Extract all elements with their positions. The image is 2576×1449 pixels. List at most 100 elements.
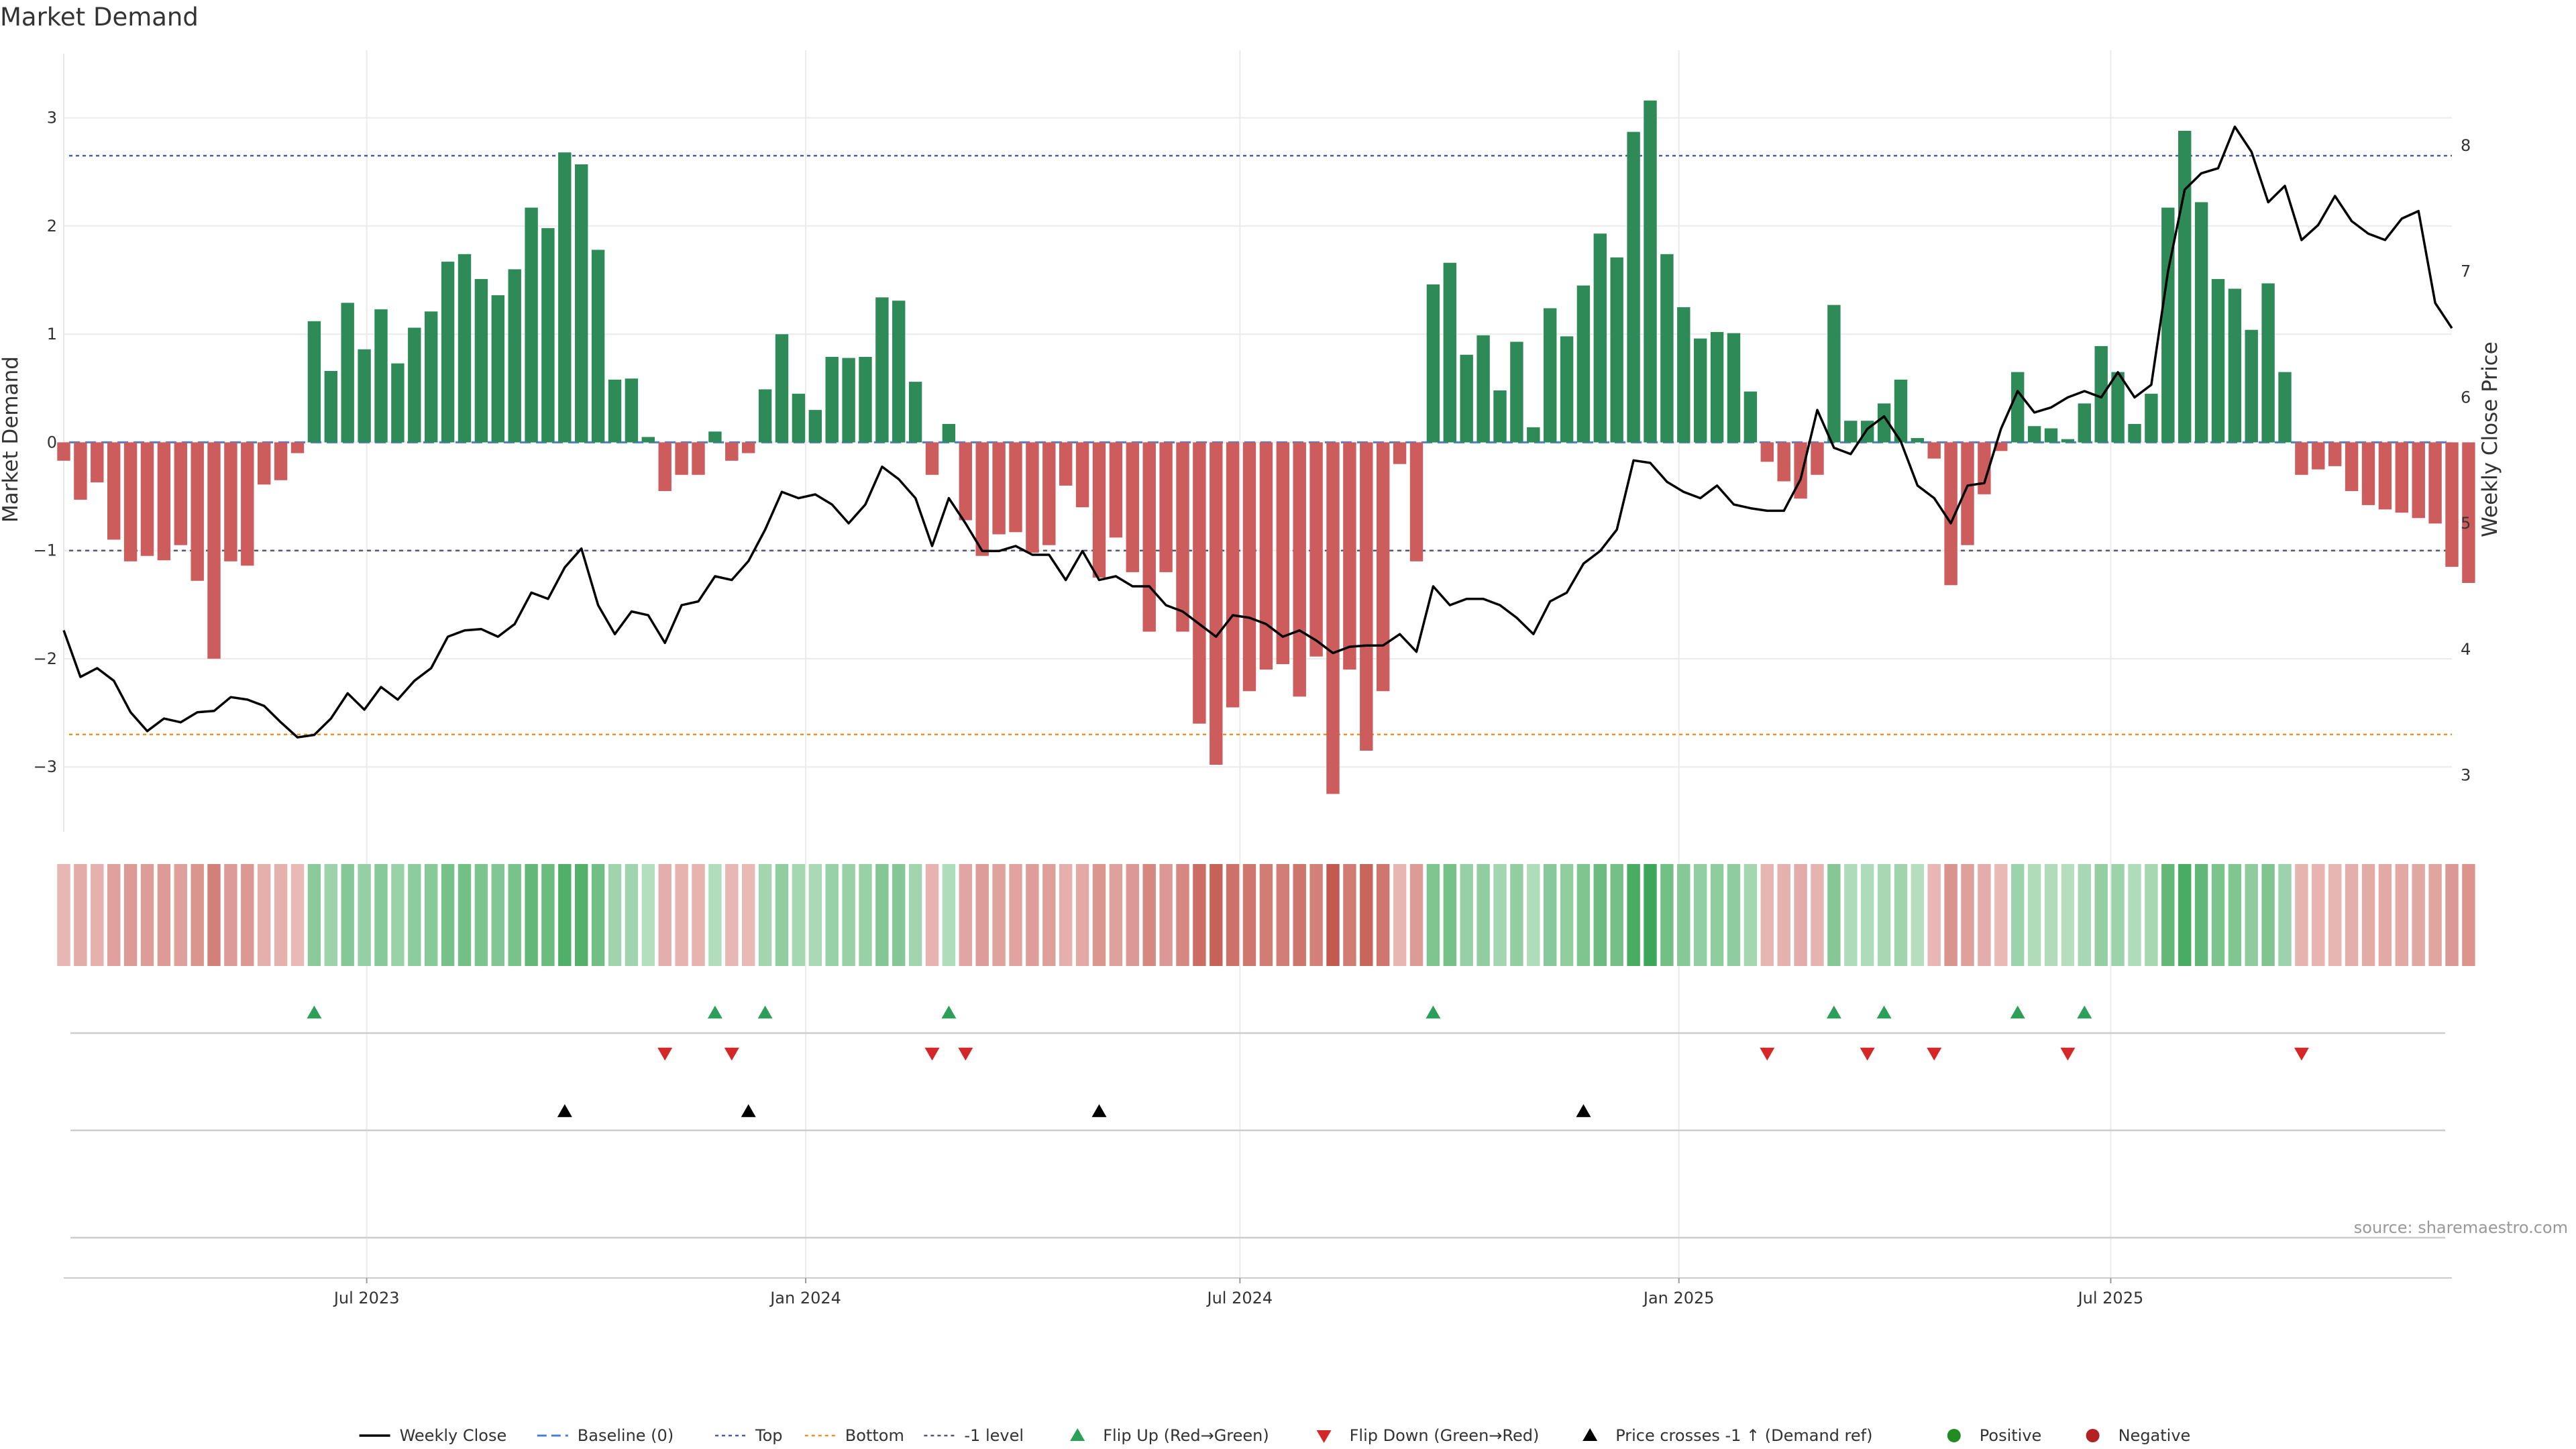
demand-bar <box>1259 442 1273 670</box>
demand-bar <box>2278 372 2292 443</box>
heat-cell <box>1894 864 1908 966</box>
demand-bar <box>1126 442 1139 572</box>
heat-cell <box>1426 864 1440 966</box>
source-note: source: sharemaestro.com <box>2354 1218 2568 1237</box>
heat-cell <box>2295 864 2308 966</box>
heat-cell <box>157 864 171 966</box>
y-axis-title: Market Demand <box>0 356 23 523</box>
flip-up-marker <box>2077 1006 2092 1019</box>
heat-cell <box>859 864 872 966</box>
demand-bar <box>1309 442 1323 657</box>
y2-tick-label: 7 <box>2461 262 2471 281</box>
demand-bar <box>1644 100 1657 443</box>
heat-cell <box>1409 864 1424 966</box>
heat-cell <box>358 864 371 966</box>
heat-cell <box>1326 864 1340 966</box>
demand-bar <box>625 378 639 443</box>
heat-cell <box>1009 864 1022 966</box>
demand-bar <box>859 357 872 443</box>
flip-up-marker <box>1876 1006 1892 1019</box>
demand-bar <box>374 309 388 443</box>
x-tick-label: Jan 2025 <box>1642 1289 1715 1307</box>
demand-bar <box>2345 442 2359 491</box>
demand-heat-strip <box>57 864 2475 966</box>
demand-bar <box>241 442 254 566</box>
demand-bar <box>274 442 288 480</box>
heat-cell <box>2178 864 2192 966</box>
heat-cell <box>792 864 806 966</box>
heat-cell <box>1644 864 1657 966</box>
heat-cell <box>2361 864 2375 966</box>
demand-bar <box>2261 283 2275 443</box>
demand-bar <box>107 442 121 540</box>
legend-label: Bottom <box>845 1426 904 1445</box>
demand-bar <box>1443 262 1456 443</box>
y-tick-label: 3 <box>47 109 57 127</box>
heat-cell <box>191 864 204 966</box>
demand-bar <box>608 379 622 443</box>
demand-bar <box>1844 421 1858 443</box>
heat-cell <box>441 864 455 966</box>
demand-bar <box>1811 442 1824 475</box>
heat-cell <box>2145 864 2158 966</box>
demand-bar <box>1710 331 1724 443</box>
heat-cell <box>2027 864 2041 966</box>
heat-cell <box>1743 864 1758 966</box>
heat-cell <box>2412 864 2425 966</box>
y-tick-label: −3 <box>34 757 57 776</box>
legend-item-2: Baseline (0) <box>537 1426 674 1445</box>
heat-cell <box>575 864 588 966</box>
heat-cell <box>1811 864 1824 966</box>
heat-cell <box>1861 864 1874 966</box>
demand-bar <box>1193 442 1206 724</box>
heat-cell <box>290 864 305 966</box>
heat-cell <box>2261 864 2275 966</box>
demand-bar <box>1075 442 1089 508</box>
y2-tick-label: 8 <box>2461 136 2471 155</box>
demand-bar <box>692 442 705 475</box>
demand-bar <box>2228 288 2242 443</box>
demand-bar <box>1092 442 1106 578</box>
demand-bar <box>525 207 538 443</box>
demand-bar <box>2044 428 2058 443</box>
flip-up-marker <box>757 1006 773 1019</box>
demand-bar <box>1576 285 1591 443</box>
legend-label: -1 level <box>964 1426 1024 1445</box>
heat-cell <box>658 864 672 966</box>
demand-bar <box>708 431 722 443</box>
heat-cell <box>1710 864 1724 966</box>
demand-bar <box>441 262 455 443</box>
demand-bar <box>1760 442 1774 462</box>
demand-bar <box>74 442 87 500</box>
legend-label: Price crosses -1 ↑ (Demand ref) <box>1615 1426 1872 1445</box>
flip-down-marker <box>2060 1047 2076 1061</box>
demand-bar <box>1961 442 1974 545</box>
heat-cell <box>725 864 739 966</box>
demand-bar <box>775 334 789 443</box>
demand-bar <box>1827 305 1841 443</box>
demand-bar <box>1978 442 1991 494</box>
heat-cell <box>842 864 855 966</box>
x-axis-ticks: Jul 2023 Jan 2024 Jul 2024 Jan 2025 Jul 2025 <box>333 1278 2143 1307</box>
heat-cell <box>1827 864 1841 966</box>
price-cross-marker <box>1091 1104 1107 1118</box>
heat-cell <box>1276 864 1289 966</box>
demand-bar <box>2161 207 2175 443</box>
heat-cell <box>692 864 705 966</box>
weekly-close-line <box>62 125 2453 739</box>
heat-cell <box>91 864 104 966</box>
heat-cell <box>174 864 187 966</box>
demand-bar <box>157 442 171 561</box>
heat-cell <box>2278 864 2292 966</box>
demand-bar <box>1627 131 1640 443</box>
heat-cell <box>758 864 772 966</box>
heat-cell <box>1360 864 1373 966</box>
legend-item-4: Bottom <box>804 1426 904 1445</box>
demand-bar <box>1210 442 1223 765</box>
demand-bar <box>1343 442 1356 670</box>
demand-bar <box>2312 442 2325 470</box>
flip-down-marker <box>924 1047 940 1061</box>
heat-cell <box>742 864 755 966</box>
heat-cell <box>1527 864 1540 966</box>
heat-cell <box>1844 864 1858 966</box>
